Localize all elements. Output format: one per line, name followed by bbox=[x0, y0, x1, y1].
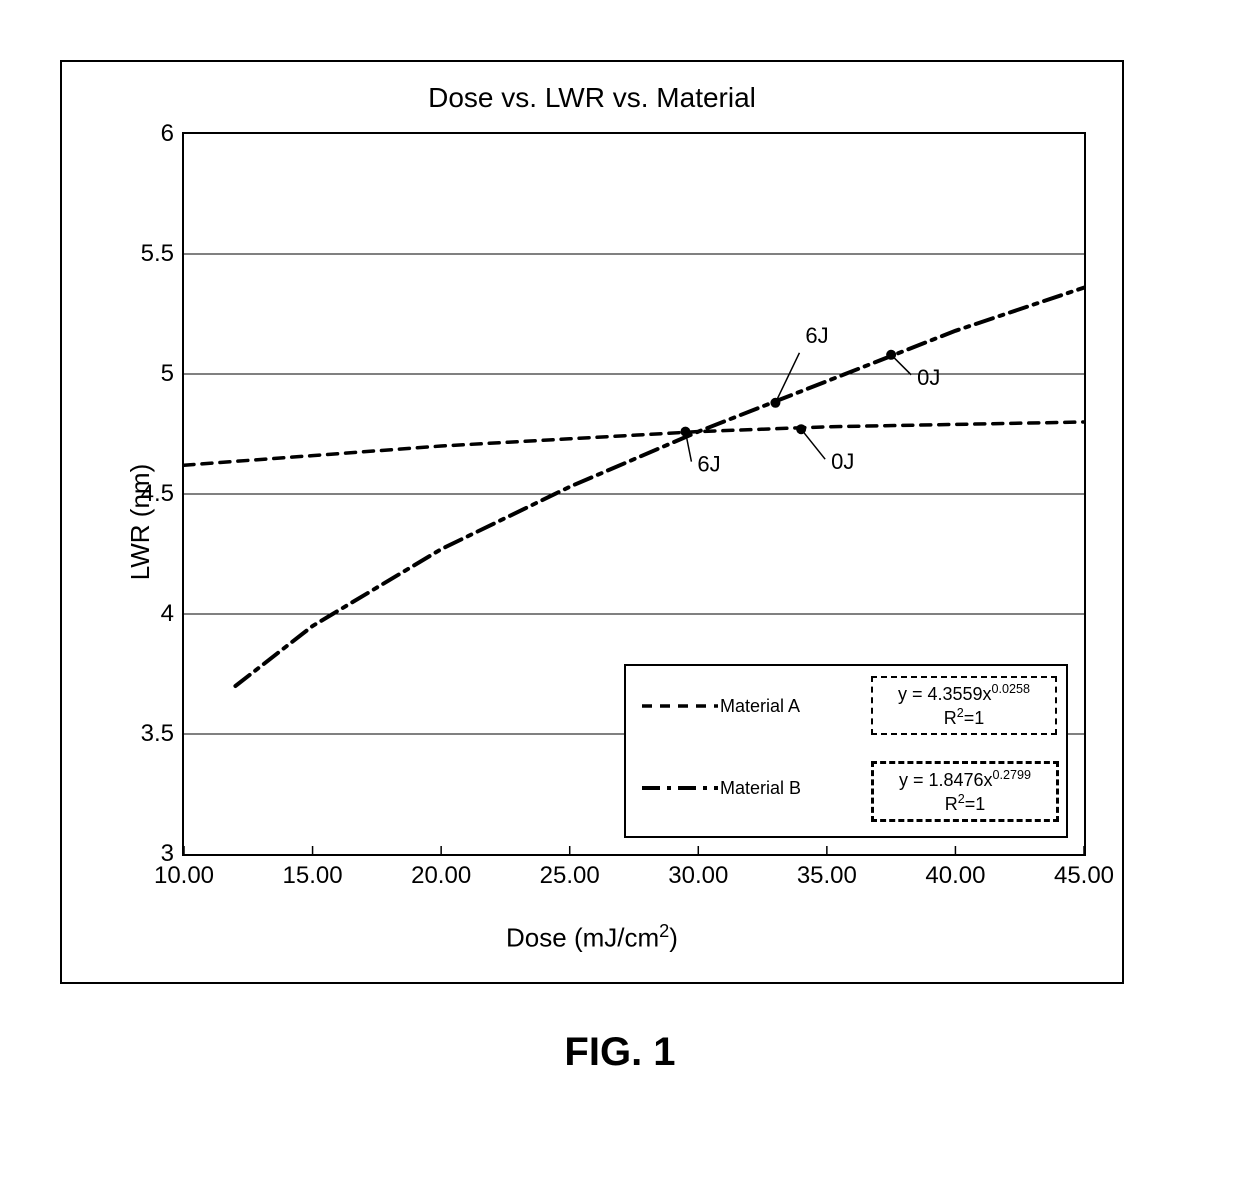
eq-b-prefix: y = 1.8476x bbox=[899, 770, 993, 790]
rsq-b-sup: 2 bbox=[958, 792, 965, 806]
eq-a-prefix: y = 4.3559x bbox=[898, 684, 992, 704]
x-axis-label-suffix: ) bbox=[669, 923, 678, 953]
x-tick-label: 45.00 bbox=[1054, 862, 1114, 890]
y-axis-label: LWR (nm) bbox=[125, 464, 156, 581]
rsq-a-r: R bbox=[944, 708, 957, 728]
legend-label-a: Material A bbox=[720, 696, 800, 717]
equation-box-a: y = 4.3559x0.0258 R2=1 bbox=[871, 676, 1057, 735]
page: Dose vs. LWR vs. Material 6J0J6J0J 33.54… bbox=[0, 0, 1240, 1180]
legend-label-b: Material B bbox=[720, 778, 801, 799]
y-tick-label: 6 bbox=[161, 120, 174, 148]
rsq-a-suf: =1 bbox=[964, 708, 985, 728]
x-tick-label: 20.00 bbox=[411, 862, 471, 890]
equation-box-b: y = 1.8476x0.2799 R2=1 bbox=[871, 761, 1059, 822]
rsq-a: R2=1 bbox=[879, 706, 1049, 730]
eq-b-exp: 0.2799 bbox=[993, 768, 1032, 782]
x-tick-label: 15.00 bbox=[283, 862, 343, 890]
x-axis-label-text: Dose (mJ/cm bbox=[506, 923, 659, 953]
legend-swatch-b bbox=[640, 776, 720, 800]
y-tick-label: 4 bbox=[161, 600, 174, 628]
x-tick-label: 35.00 bbox=[797, 862, 857, 890]
y-tick-label: 5 bbox=[161, 360, 174, 388]
legend-row-material-a: Material A bbox=[640, 694, 800, 718]
rsq-b-suf: =1 bbox=[965, 794, 986, 814]
svg-text:0J: 0J bbox=[831, 449, 854, 474]
rsq-a-sup: 2 bbox=[957, 706, 964, 720]
x-tick-label: 10.00 bbox=[154, 862, 214, 890]
plot-area: 6J0J6J0J 33.544.555.56 10.0015.0020.0025… bbox=[182, 132, 1086, 856]
legend-box: Material A y = 4.3559x0.0258 R2=1 Materi… bbox=[624, 664, 1068, 838]
equation-a: y = 4.3559x0.0258 bbox=[879, 682, 1049, 706]
y-tick-label: 3.5 bbox=[141, 720, 174, 748]
rsq-b-r: R bbox=[945, 794, 958, 814]
x-axis-label-sup: 2 bbox=[659, 921, 669, 941]
figure-caption: FIG. 1 bbox=[0, 1030, 1240, 1075]
legend-swatch-a bbox=[640, 694, 720, 718]
rsq-b: R2=1 bbox=[880, 792, 1050, 816]
equation-b: y = 1.8476x0.2799 bbox=[880, 768, 1050, 792]
y-tick-label: 5.5 bbox=[141, 240, 174, 268]
figure-frame: Dose vs. LWR vs. Material 6J0J6J0J 33.54… bbox=[60, 60, 1124, 984]
x-axis-label: Dose (mJ/cm2) bbox=[62, 921, 1122, 954]
svg-text:6J: 6J bbox=[697, 452, 720, 477]
svg-text:6J: 6J bbox=[805, 323, 828, 348]
x-tick-label: 30.00 bbox=[668, 862, 728, 890]
x-tick-label: 25.00 bbox=[540, 862, 600, 890]
chart-title: Dose vs. LWR vs. Material bbox=[62, 82, 1122, 114]
legend-row-material-b: Material B bbox=[640, 776, 801, 800]
eq-a-exp: 0.0258 bbox=[992, 682, 1031, 696]
x-tick-label: 40.00 bbox=[925, 862, 985, 890]
svg-text:0J: 0J bbox=[917, 365, 940, 390]
